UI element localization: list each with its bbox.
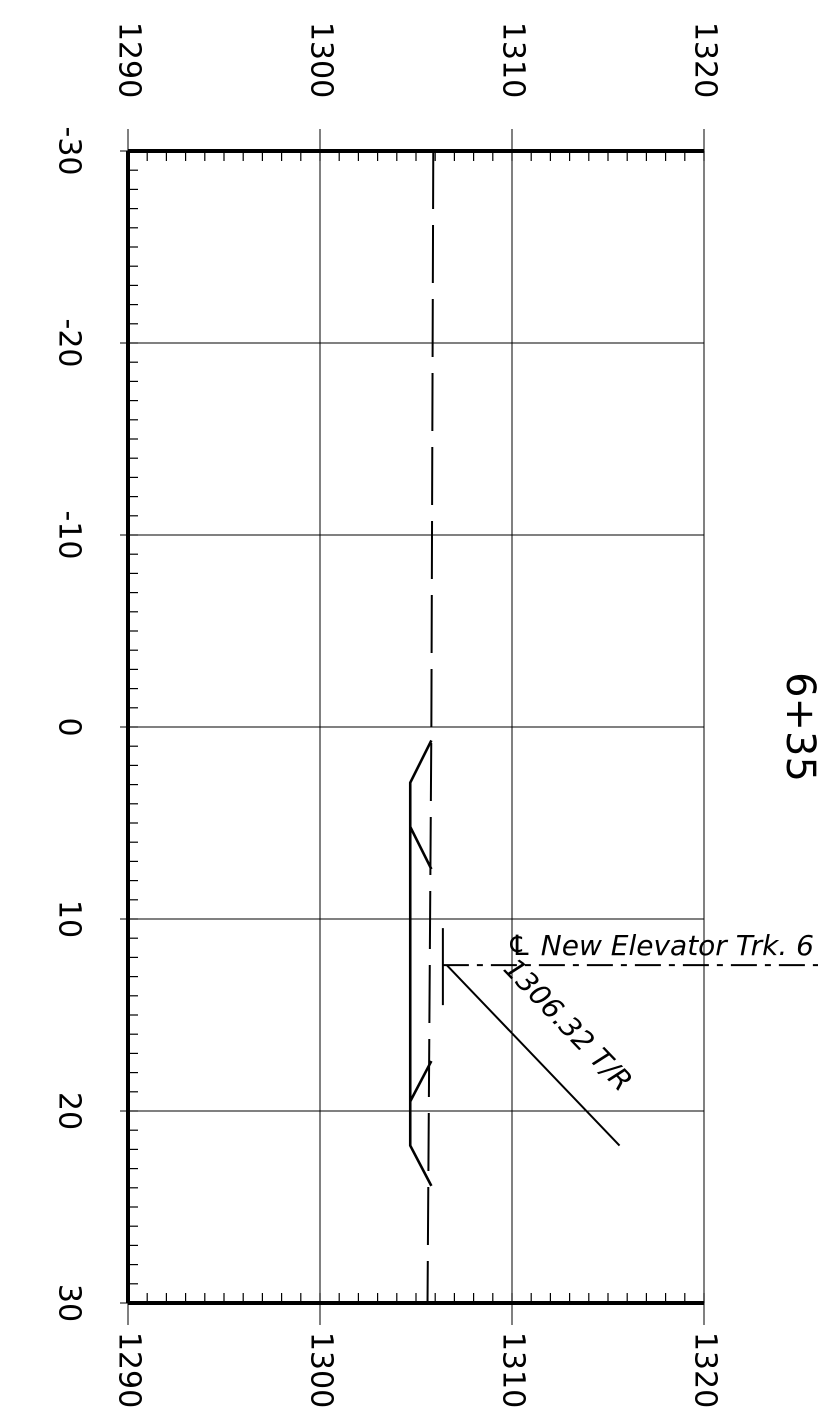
offset-labels: -30 -20 -10 0 10 20 30: [52, 127, 87, 1323]
offset-label: -20: [52, 319, 87, 368]
grid-lines: [120, 129, 705, 1325]
elevation-label-top: 1320: [688, 22, 723, 98]
offset-label: 10: [52, 900, 87, 938]
elevation-label-bottom: 1310: [496, 1332, 531, 1408]
offset-label: 30: [52, 1284, 87, 1322]
section-frame: [126, 149, 704, 1305]
track-section: [408, 739, 433, 1187]
centerline-label: ℄ New Elevator Trk. 6: [507, 929, 814, 962]
ground-dashed-line: [426, 150, 435, 1304]
elevation-label-top: 1290: [112, 22, 147, 98]
offset-label: -30: [52, 127, 87, 176]
elevation-label-bottom: 1290: [112, 1332, 147, 1408]
ground-line: [426, 150, 435, 1304]
callout-label: 1306.32 T/R: [497, 952, 639, 1098]
offset-label: 20: [52, 1092, 87, 1130]
elevation-label-bottom: 1300: [304, 1332, 339, 1408]
track-tie-2: [409, 1060, 433, 1103]
station-label-group: 6+35: [777, 672, 820, 782]
elevation-label-top: 1310: [496, 22, 531, 98]
elevation-labels-bottom: 1290 1300 1310 1320: [112, 1332, 723, 1408]
elevation-labels-top: 1290 1300 1310 1320: [112, 22, 723, 98]
elevation-label-top: 1300: [304, 22, 339, 98]
track-tie-1: [409, 826, 433, 870]
centerline-group: ℄ New Elevator Trk. 6: [441, 928, 818, 1006]
station-label: 6+35: [777, 672, 820, 782]
offset-label: -10: [52, 511, 87, 560]
track-outline: [408, 739, 433, 1187]
offset-label: 0: [52, 717, 87, 736]
callout-leader: [445, 964, 621, 1147]
callout-group: 1306.32 T/R: [445, 952, 639, 1147]
elevation-label-bottom: 1320: [688, 1332, 723, 1408]
